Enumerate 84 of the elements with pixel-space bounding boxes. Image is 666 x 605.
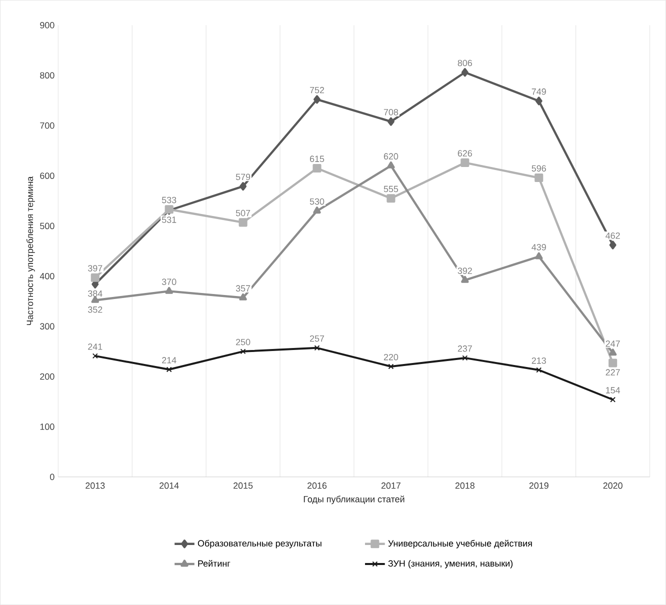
point [461, 68, 468, 77]
data-label: 257 [310, 335, 324, 342]
point [536, 367, 542, 373]
data-label: 241 [88, 343, 102, 350]
y-tick-label: 400 [40, 272, 54, 280]
point [387, 117, 394, 126]
point [608, 348, 617, 356]
point [608, 358, 618, 368]
point [90, 273, 100, 282]
data-label: 533 [162, 196, 176, 204]
x-tick-label: 2017 [381, 482, 400, 489]
x-tick-label: 2015 [234, 482, 253, 489]
point [239, 293, 247, 300]
x-tick-label: 2020 [603, 482, 622, 489]
data-label: 531 [162, 216, 176, 223]
point [535, 96, 542, 106]
point [92, 353, 98, 359]
data-label: 352 [88, 306, 102, 313]
y-tick-label: 700 [40, 122, 54, 129]
data-label: 596 [532, 165, 546, 172]
data-label: 397 [88, 265, 102, 272]
x-tick-label: 2019 [529, 482, 548, 489]
y-tick-label: 500 [40, 222, 54, 230]
point [314, 95, 320, 104]
x-axis-title: Годы публикации статей [304, 496, 404, 504]
data-label: 708 [384, 108, 398, 116]
point [240, 348, 246, 354]
y-axis-title: Частотность употребления термина [26, 176, 35, 326]
data-label: 615 [310, 156, 324, 162]
y-tick-label: 0 [50, 474, 54, 480]
x-tick-label: 2013 [86, 482, 105, 489]
point [387, 161, 395, 168]
data-label: 806 [458, 60, 472, 66]
point [610, 396, 616, 402]
data-label: 214 [162, 357, 176, 364]
y-tick-label: 100 [40, 424, 54, 430]
point [238, 218, 248, 227]
legend-label: ЗУН (знания, умения, навыки) [388, 560, 513, 568]
data-label: 530 [310, 198, 324, 205]
x-tick-label: 2018 [455, 482, 474, 489]
data-label: 392 [458, 268, 472, 274]
y-tick-label: 300 [40, 323, 54, 330]
point [314, 345, 320, 351]
point [609, 240, 616, 250]
data-label: 620 [384, 153, 398, 160]
point [461, 276, 469, 283]
data-label: 213 [532, 357, 546, 364]
point [313, 206, 321, 214]
point [386, 194, 396, 203]
point [166, 366, 172, 372]
data-label: 439 [532, 244, 546, 250]
data-label: 507 [236, 210, 250, 216]
y-tick-label: 200 [40, 373, 54, 380]
data-label: 749 [532, 88, 546, 95]
point [460, 158, 470, 167]
x-tick-label: 2016 [307, 482, 327, 489]
legend-label: Образовательные результаты [198, 540, 322, 548]
data-label: 227 [606, 369, 620, 376]
data-label: 220 [384, 354, 398, 360]
data-label: 250 [236, 338, 250, 346]
data-label: 237 [458, 345, 472, 352]
data-label: 384 [88, 290, 102, 297]
data-label: 462 [606, 232, 620, 239]
point [462, 355, 468, 361]
point [240, 182, 247, 191]
point [388, 364, 394, 370]
data-label: 370 [162, 278, 176, 285]
data-label: 555 [384, 186, 398, 192]
legend-label: Универсальные учебные действия [388, 540, 532, 548]
point [165, 286, 173, 294]
point [535, 252, 543, 260]
data-label: 626 [458, 150, 472, 157]
data-label: 247 [606, 340, 620, 347]
data-label: 154 [606, 387, 620, 394]
point [534, 173, 544, 182]
point [312, 164, 322, 172]
y-tick-label: 800 [40, 72, 54, 79]
data-label: 357 [236, 285, 250, 292]
y-tick-label: 900 [40, 22, 54, 28]
data-label: 579 [236, 174, 250, 180]
data-label: 752 [310, 86, 324, 94]
x-tick-label: 2014 [160, 482, 179, 489]
legend-label: Рейтинг [198, 560, 230, 567]
y-tick-label: 600 [40, 172, 54, 179]
